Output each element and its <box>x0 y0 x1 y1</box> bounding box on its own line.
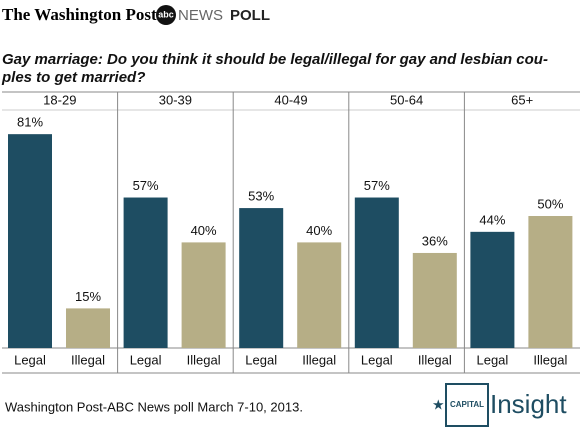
bar <box>412 252 457 348</box>
group-label: 18-29 <box>43 92 76 107</box>
group-label: 50-64 <box>390 92 423 107</box>
value-label: 40% <box>191 223 217 238</box>
bar-label: Illegal <box>187 352 221 367</box>
star: ★ <box>432 397 445 413</box>
value-label: 57% <box>133 178 159 193</box>
bar-label: Legal <box>245 352 277 367</box>
value-label: 53% <box>248 189 274 204</box>
bar-label: Illegal <box>533 352 567 367</box>
bar <box>239 208 284 348</box>
bar-label: Illegal <box>71 352 105 367</box>
bar <box>123 197 168 348</box>
bar <box>8 134 52 348</box>
brand-box <box>445 383 489 427</box>
bar-label: Legal <box>361 352 393 367</box>
bar-label: Legal <box>130 352 162 367</box>
bar-label: Illegal <box>302 352 336 367</box>
network-logo <box>156 5 176 25</box>
value-label: 40% <box>306 223 332 238</box>
poll-label: POLL <box>230 7 270 24</box>
group-label: 40-49 <box>274 92 307 107</box>
group-label: 65+ <box>511 92 533 107</box>
brand-large: Insight <box>490 389 567 419</box>
value-label: 15% <box>75 289 101 304</box>
value-label: 44% <box>479 212 505 227</box>
value-label: 50% <box>537 196 563 211</box>
bar <box>528 216 573 348</box>
bar <box>354 197 399 348</box>
value-label: 36% <box>422 233 448 248</box>
group-label: 30-39 <box>159 92 192 107</box>
brand-small: CAPITAL <box>450 400 484 409</box>
value-label: 57% <box>364 178 390 193</box>
bar <box>181 242 226 348</box>
bar <box>470 231 515 348</box>
source: Washington Post-ABC News poll March 7-10… <box>5 399 303 414</box>
bar-label: Legal <box>476 352 508 367</box>
bar-label: Legal <box>14 352 46 367</box>
bar <box>66 308 110 348</box>
chart-title: Gay marriage: Do you think it should be … <box>2 51 548 68</box>
bar <box>297 242 342 348</box>
chart-title-line2: ples to get married? <box>1 69 145 86</box>
bar-label: Illegal <box>418 352 452 367</box>
publisher: The Washington Post <box>2 5 157 24</box>
value-label: 81% <box>17 115 43 130</box>
network: abc <box>158 9 174 19</box>
news: NEWS <box>178 7 223 24</box>
